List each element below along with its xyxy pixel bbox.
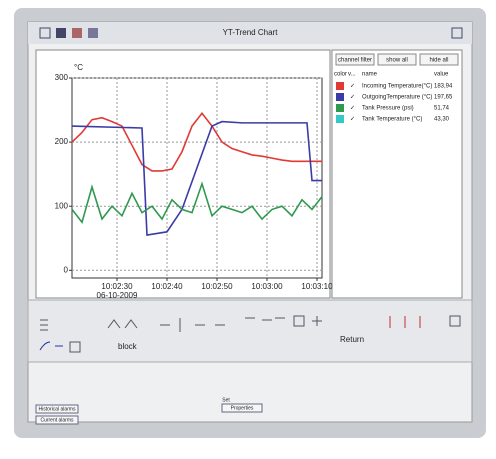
button[interactable] <box>377 53 417 66</box>
button[interactable] <box>419 53 459 66</box>
icon[interactable] <box>88 28 98 38</box>
series-line <box>71 111 322 172</box>
channel-name: Tank Temperature (°C) <box>362 117 422 123</box>
button[interactable] <box>335 53 375 66</box>
toolbar <box>27 299 473 363</box>
icon[interactable] <box>389 316 421 328</box>
x-date-label: 06-10-2009 <box>97 291 138 300</box>
y-tick-label: 0 <box>64 265 69 274</box>
title-bar <box>28 22 472 44</box>
icon[interactable] <box>39 341 63 351</box>
check: ✓ <box>350 95 355 101</box>
icon[interactable] <box>124 319 138 329</box>
button-label[interactable]: channel filter <box>338 58 372 64</box>
icon[interactable] <box>39 27 51 39</box>
icon[interactable] <box>56 28 66 38</box>
y-axis-label: °C <box>74 63 83 72</box>
series-line <box>71 120 322 236</box>
color-swatch <box>336 115 344 123</box>
channel-value: 43,30 <box>434 117 450 123</box>
button-label[interactable]: Historical alarms <box>39 406 76 412</box>
channel-value: 51,74 <box>434 106 450 112</box>
button-label[interactable]: Properties <box>231 405 254 411</box>
channel-name: Incoming Temperature(°C) <box>362 84 432 90</box>
icon[interactable] <box>312 316 322 326</box>
x-tick-label: 10:02:30 <box>101 282 133 291</box>
window-title: YT-Trend Chart <box>223 28 279 37</box>
check: ✓ <box>350 117 355 123</box>
icon[interactable] <box>245 317 285 321</box>
icon[interactable] <box>107 319 121 329</box>
icon[interactable] <box>72 28 82 38</box>
channel-name: OutgoingTemperature (°C) <box>362 95 432 101</box>
return-label[interactable]: Return <box>340 335 364 344</box>
x-tick-label: 10:03:10 <box>301 282 333 291</box>
y-tick-label: 300 <box>55 73 69 82</box>
channel-value: 197,65 <box>434 95 453 101</box>
title-icons <box>39 27 463 39</box>
set-label[interactable]: Set <box>222 397 230 403</box>
color-swatch <box>336 104 344 112</box>
icon[interactable] <box>293 315 305 327</box>
channel-name: Tank Pressure (psi) <box>362 106 414 112</box>
button-label[interactable]: show all <box>386 58 408 64</box>
button[interactable] <box>35 415 79 425</box>
y-tick-label: 100 <box>55 201 69 210</box>
chart-panel <box>35 49 331 299</box>
x-tick-label: 10:02:40 <box>151 282 183 291</box>
column-header: color <box>334 72 347 78</box>
block-label[interactable]: block <box>118 342 138 351</box>
icon[interactable] <box>451 27 463 39</box>
check: ✓ <box>350 84 355 90</box>
column-header: name <box>362 72 378 78</box>
x-tick-label: 10:03:00 <box>251 282 283 291</box>
icon[interactable] <box>160 318 225 332</box>
column-header: value <box>434 72 449 78</box>
icon[interactable] <box>40 319 48 331</box>
icon[interactable] <box>449 315 461 327</box>
color-swatch <box>336 82 344 90</box>
series-line <box>71 181 323 224</box>
y-tick-label: 200 <box>55 137 69 146</box>
button[interactable] <box>35 404 79 414</box>
button-label[interactable]: hide all <box>429 58 448 64</box>
x-tick-label: 10:02:50 <box>201 282 233 291</box>
button-label[interactable]: Current alarms <box>40 417 74 423</box>
toolbar-icons <box>39 315 461 353</box>
column-header: v... <box>348 72 356 78</box>
color-swatch <box>336 93 344 101</box>
icon[interactable] <box>69 341 81 353</box>
channel-value: 183,94 <box>434 84 453 90</box>
check: ✓ <box>350 106 355 112</box>
button[interactable] <box>221 403 263 413</box>
channel-panel <box>331 49 463 299</box>
